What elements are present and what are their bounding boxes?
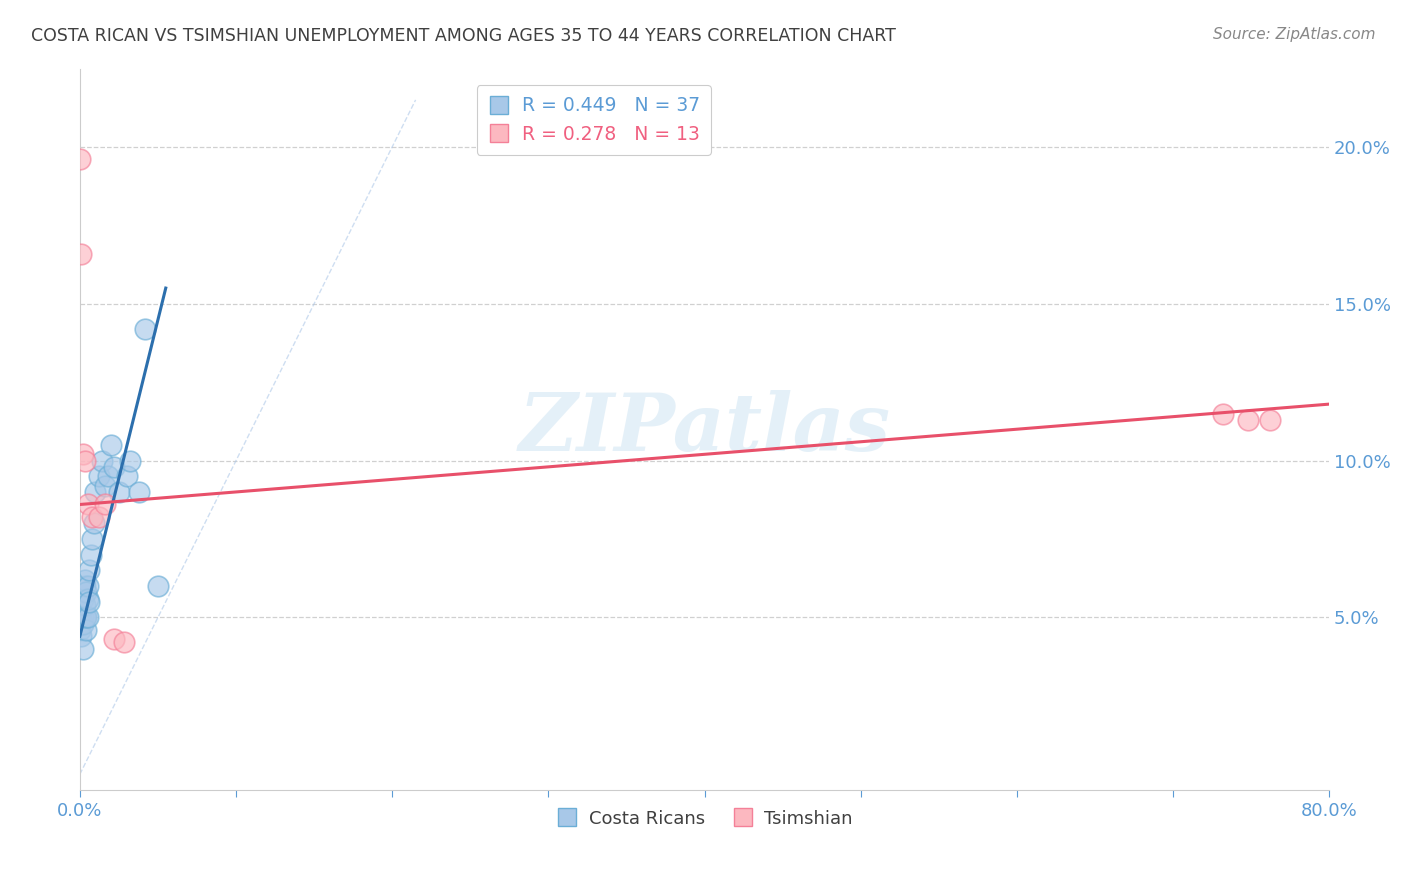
Point [87, 510, 110, 524]
Point [118, 453, 141, 467]
Point [75, 610, 97, 624]
Point [70, 629, 93, 643]
Point [128, 485, 150, 500]
Point [1237, 413, 1260, 427]
Text: COSTA RICAN VS TSIMSHIAN UNEMPLOYMENT AMONG AGES 35 TO 44 YEARS CORRELATION CHAR: COSTA RICAN VS TSIMSHIAN UNEMPLOYMENT AM… [31, 27, 896, 45]
Point [73, 598, 96, 612]
Point [103, 632, 125, 647]
Point [69, 623, 91, 637]
Point [94, 498, 117, 512]
Text: ZIPatlas: ZIPatlas [519, 391, 890, 468]
Point [70, 604, 93, 618]
Legend: Costa Ricans, Tsimshian: Costa Ricans, Tsimshian [548, 803, 860, 835]
Point [97, 469, 120, 483]
Point [69, 616, 91, 631]
Point [103, 459, 125, 474]
Point [82, 510, 104, 524]
Point [72, 610, 94, 624]
Point [72, 641, 94, 656]
Point [75, 585, 97, 599]
Point [80, 548, 103, 562]
Point [90, 453, 112, 467]
Point [76, 610, 98, 624]
Point [87, 469, 110, 483]
Point [76, 591, 98, 606]
Point [100, 438, 122, 452]
Point [108, 485, 131, 500]
Point [75, 623, 97, 637]
Point [112, 635, 135, 649]
Point [76, 498, 98, 512]
Point [69, 153, 91, 167]
Point [72, 591, 94, 606]
Point [73, 573, 96, 587]
Point [73, 579, 96, 593]
Point [72, 447, 94, 461]
Point [77, 595, 100, 609]
Point [73, 610, 96, 624]
Text: Source: ZipAtlas.com: Source: ZipAtlas.com [1212, 27, 1375, 42]
Point [94, 478, 117, 492]
Point [1258, 413, 1281, 427]
Point [83, 516, 105, 531]
Point [72, 616, 94, 631]
Point [134, 322, 156, 336]
Point [77, 563, 100, 577]
Point [115, 469, 138, 483]
Point [70, 610, 93, 624]
Point [146, 579, 169, 593]
Point [84, 485, 107, 500]
Point [70, 246, 93, 260]
Point [82, 532, 104, 546]
Point [76, 579, 98, 593]
Point [73, 453, 96, 467]
Point [1212, 407, 1234, 421]
